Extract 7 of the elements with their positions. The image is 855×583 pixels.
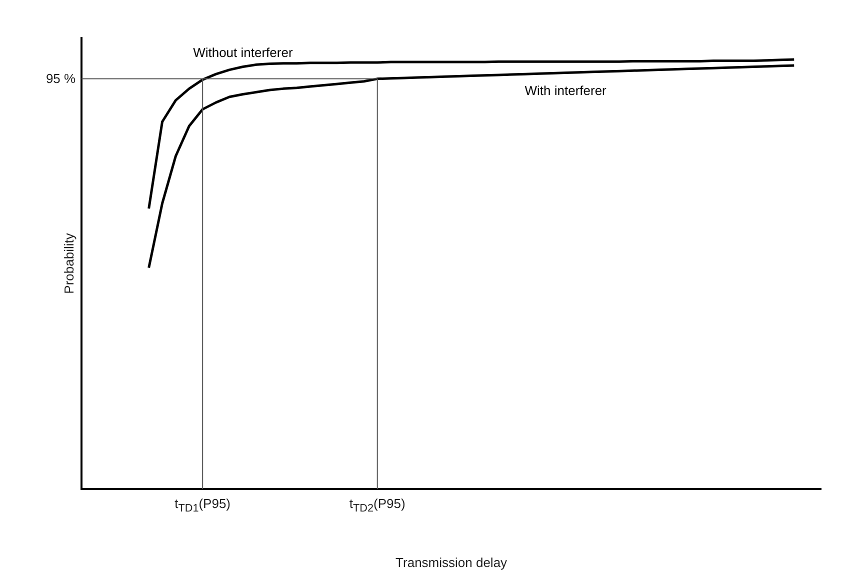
y-axis-title: Probability [61, 232, 76, 294]
x-tick-label: t$_{TD1}$(P95) [174, 495, 231, 517]
x-tick-label: t$_{TD2}$(P95) [349, 495, 406, 517]
ref-line-label: 95 % [46, 70, 76, 88]
x-axis-title: Transmission delay [396, 554, 508, 570]
series-label: Without interferer [193, 44, 294, 60]
series-label: With interferer [524, 82, 608, 98]
